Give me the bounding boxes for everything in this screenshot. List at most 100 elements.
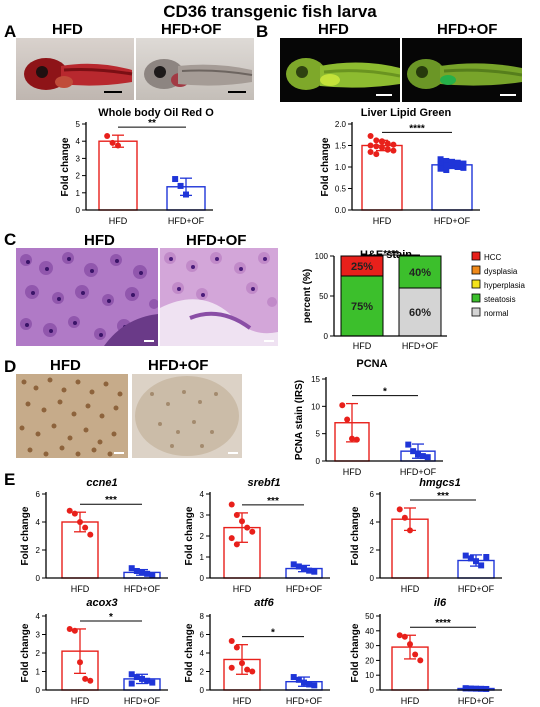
panel-letter-d: D	[4, 357, 17, 376]
data-point	[228, 501, 235, 508]
x-tick-label: HFD+OF	[434, 216, 471, 226]
y-tick-label: 6	[370, 490, 375, 499]
data-point	[417, 657, 424, 664]
data-point	[311, 682, 318, 689]
data-point	[405, 441, 412, 448]
data-point	[443, 162, 450, 169]
y-tick-label: 5	[76, 120, 81, 129]
data-point	[244, 524, 251, 531]
data-point	[295, 676, 302, 683]
data-point	[290, 561, 297, 568]
chart-title: il6	[434, 597, 447, 609]
y-tick-label: 100	[315, 252, 329, 261]
y-tick-label: 4	[200, 490, 205, 499]
data-point	[233, 644, 240, 651]
legend-label: hyperplasia	[484, 281, 525, 290]
lipid-green-hfd-of-photo	[402, 38, 522, 102]
segment-hcc	[340, 255, 384, 277]
y-tick-label: 4	[200, 649, 205, 658]
y-tick-label: 50	[319, 292, 328, 301]
data-point	[410, 448, 417, 455]
y-tick-label: 50	[365, 612, 374, 621]
data-point	[244, 666, 251, 673]
y-tick-label: 2	[76, 172, 81, 181]
bar-hfd	[361, 144, 403, 211]
data-point	[473, 685, 479, 692]
data-point	[104, 133, 111, 140]
significance-marker: *	[109, 612, 113, 623]
data-point	[239, 518, 245, 525]
data-point	[139, 675, 145, 682]
data-point	[109, 139, 116, 146]
data-point	[239, 660, 245, 667]
chart-title: srebf1	[247, 477, 280, 489]
bar-hfd	[98, 140, 138, 211]
y-tick-label: 5	[316, 430, 321, 439]
x-tick-label: HFD+OF	[402, 341, 439, 351]
y-tick-label: 0.5	[335, 185, 347, 194]
data-point	[462, 552, 469, 559]
y-tick-label: 4	[370, 518, 375, 527]
legend-label: normal	[484, 309, 509, 318]
data-point	[306, 567, 313, 574]
data-point	[133, 568, 140, 574]
x-tick-label: HFD+OF	[400, 467, 437, 477]
data-point	[437, 161, 444, 168]
data-point	[401, 514, 408, 521]
data-point	[82, 524, 89, 531]
data-point	[373, 137, 380, 144]
segment-steatosis	[398, 255, 442, 289]
data-point	[228, 664, 235, 671]
chart-title: Liver Lipid Green	[361, 107, 452, 119]
pcna-hfd-photo	[16, 374, 128, 458]
y-tick-label: 0	[36, 574, 41, 583]
y-tick-label: 30	[365, 642, 374, 651]
data-point	[228, 637, 235, 644]
data-point	[66, 507, 73, 514]
y-axis-label: Fold change	[184, 506, 195, 565]
y-tick-label: 6	[36, 490, 41, 499]
data-point	[412, 651, 419, 658]
data-point	[133, 674, 140, 681]
oil-red-hfd-of-label: HFD+OF	[161, 21, 222, 38]
x-tick-label: HFD	[401, 696, 420, 704]
data-point	[449, 163, 455, 170]
data-point	[149, 572, 156, 579]
x-tick-label: HFD	[233, 696, 252, 704]
y-tick-label: 3	[200, 511, 205, 520]
y-tick-label: 2.0	[335, 120, 347, 129]
x-tick-label: HFD+OF	[124, 696, 161, 704]
y-tick-label: 0	[76, 206, 81, 215]
he-hfd-photo	[16, 248, 158, 346]
data-point	[401, 633, 408, 640]
oil-red-hfd-photo	[16, 38, 134, 100]
y-tick-label: 3	[76, 154, 81, 163]
y-tick-label: 1.0	[335, 163, 347, 172]
y-tick-label: 0	[324, 332, 329, 341]
data-point	[115, 142, 121, 149]
acox3-chart: acox3 Fold change 0 1 2 3 4 HFD HFD+OF *	[20, 597, 168, 704]
data-point	[367, 142, 374, 149]
y-tick-label: 10	[311, 402, 320, 411]
x-tick-label: HFD+OF	[286, 584, 323, 592]
lipid-green-hfd-of-label: HFD+OF	[437, 21, 498, 38]
data-point	[172, 176, 179, 183]
y-tick-label: 0	[370, 686, 375, 695]
data-point	[77, 659, 83, 666]
y-tick-label: 0	[200, 686, 205, 695]
data-point	[71, 510, 78, 517]
data-point	[483, 685, 490, 692]
data-point	[77, 519, 83, 525]
data-point	[478, 685, 485, 692]
he-hfd-label: HFD	[84, 232, 115, 249]
y-tick-label: 1	[36, 668, 41, 677]
y-axis-label: Fold change	[350, 506, 361, 565]
segment-steatosis	[340, 275, 384, 337]
il6-chart: il6 Fold change 0 10 20 30 40 50 HFD HFD+OF ****	[350, 597, 502, 704]
hmgcs1-chart: hmgcs1 Fold change 0 2 4 6 HFD HFD+OF ***	[350, 477, 502, 592]
data-point	[454, 159, 461, 166]
data-point	[353, 436, 360, 443]
figure-title: CD36 transgenic fish larva	[163, 2, 377, 21]
significance-marker: *	[383, 387, 387, 398]
